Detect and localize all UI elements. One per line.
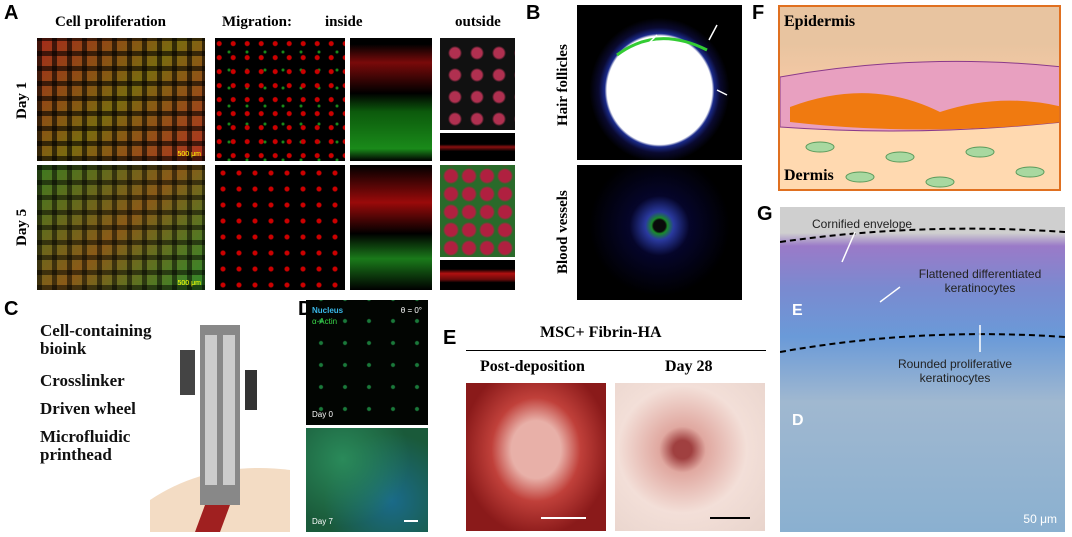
panel-letter: G	[757, 203, 773, 225]
component-label: Crosslinker	[40, 371, 125, 390]
scale-bar	[710, 517, 750, 519]
wound-photo	[466, 383, 606, 531]
channel-label: Nucleus	[312, 306, 344, 315]
microscopy-image	[440, 133, 515, 161]
microscopy-image	[350, 165, 432, 290]
divider	[466, 350, 766, 351]
arrows	[616, 24, 728, 96]
histology-image: Cornified envelope Flattened differentia…	[780, 207, 1065, 532]
microscopy-image	[440, 38, 515, 130]
schematic: Epidermis Dermis	[778, 5, 1061, 191]
column-title: Day 28	[665, 358, 713, 375]
boundaries	[780, 227, 1065, 353]
microscopy-image: Nucleus α-Actin θ = 0° Day 0	[306, 300, 428, 425]
scale-bar	[404, 520, 418, 522]
angle-label: θ = 0°	[400, 306, 422, 315]
annotation: Cornified envelope	[812, 217, 913, 231]
panel-letter: E	[443, 327, 457, 349]
channel-label: α-Actin	[312, 317, 338, 326]
panel-letter: A	[4, 2, 19, 24]
skin-schematic	[780, 60, 1059, 188]
microscopy-image	[440, 260, 515, 290]
microscopy-image	[215, 165, 345, 290]
panel-letter: F	[752, 2, 765, 24]
column-title: Cell proliferation	[55, 14, 166, 30]
column-title: Migration:	[222, 14, 292, 30]
microscopy-image	[350, 38, 432, 161]
microscopy-image	[215, 38, 345, 161]
scale-label: 500 μm	[177, 280, 202, 287]
device-illustration	[150, 310, 290, 532]
day-label: Day 0	[312, 410, 333, 419]
component-label: Microfluidic printhead	[40, 427, 131, 464]
day-label: Day 7	[312, 517, 333, 526]
microscopy-image: Day 7	[306, 428, 428, 532]
layer-label: E	[792, 302, 803, 319]
layer-label: Dermis	[784, 167, 834, 184]
microscopy-image: 500 μm	[37, 38, 205, 161]
layer-label: D	[792, 412, 804, 429]
row-label: Day 1	[14, 81, 30, 119]
panel-letter: B	[526, 2, 541, 24]
panel-title: MSC+ Fibrin-HA	[540, 324, 662, 341]
microscopy-image: 500 μm	[37, 165, 205, 290]
scale-label: 50 μm	[1023, 512, 1057, 526]
component-label: Cell-containing bioink	[40, 321, 152, 358]
column-title: inside	[325, 14, 363, 30]
microscopy-image	[440, 165, 515, 257]
column-title: outside	[455, 14, 501, 30]
microscopy-image	[577, 165, 742, 300]
microscopy-image	[577, 5, 742, 160]
scale-label: 500 μm	[177, 151, 202, 158]
scale-bar	[541, 517, 586, 519]
component-label: Driven wheel	[40, 399, 136, 418]
wound-photo	[615, 383, 765, 531]
annotation: Rounded proliferative keratinocytes	[897, 357, 1013, 385]
annotation: Flattened differentiated keratinocytes	[918, 267, 1042, 295]
panel-letter: C	[4, 298, 19, 320]
layer-label: Epidermis	[784, 13, 856, 30]
row-label: Hair follicles	[555, 44, 571, 126]
column-title: Post-deposition	[480, 358, 585, 375]
printer	[150, 325, 290, 532]
row-label: Day 5	[14, 208, 30, 246]
row-label: Blood vessels	[555, 190, 571, 275]
